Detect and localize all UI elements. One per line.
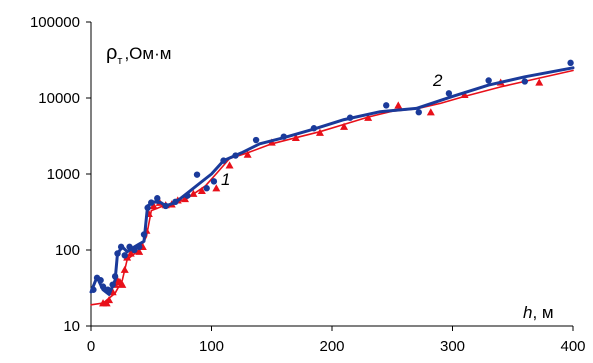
series-2-point [252, 136, 260, 144]
y-tick-label: 1000 [47, 166, 80, 183]
series-1-point [315, 128, 324, 136]
y-axis-label: ρт ,Ом·м [106, 42, 171, 67]
plot-area: 10 100 1000 10000 100000 0 100 200 300 400 [30, 14, 586, 355]
series-2-point [136, 243, 143, 251]
series-1-point [197, 186, 206, 195]
series-1-point [180, 194, 189, 203]
series-2-point [114, 250, 121, 257]
y-tick-label: 100 [55, 242, 80, 259]
series-2-point [126, 243, 133, 251]
series-1-point [394, 101, 403, 109]
series-2-point [140, 231, 148, 238]
ticks: 10 100 1000 10000 100000 0 100 200 300 400 [30, 14, 586, 355]
series-2-point [99, 283, 107, 290]
series-1-point [149, 201, 158, 210]
series-1-point [120, 265, 129, 273]
series-2-point [383, 102, 390, 109]
series-1-point [243, 150, 252, 158]
series-1-point [460, 90, 469, 99]
series-1-point [212, 184, 221, 192]
series-2-point [415, 109, 422, 116]
series-2-point [280, 133, 287, 140]
series-2-point [148, 199, 155, 206]
series-1-point [105, 295, 114, 304]
series-2-point [90, 286, 97, 293]
series-label-2: 2 [432, 71, 443, 90]
series-1-point [291, 133, 300, 141]
series-1-point [535, 78, 544, 86]
series-1-point [364, 113, 373, 121]
x-tick-label: 200 [319, 338, 344, 355]
y-tick-label: 10000 [38, 90, 80, 107]
series-2-point [485, 77, 492, 84]
series-2-point [521, 78, 528, 85]
series-1 [90, 69, 574, 307]
series-2-point [162, 202, 169, 210]
series-2-point [131, 246, 138, 254]
x-tick-label: 100 [199, 338, 224, 355]
series-2-point [144, 204, 151, 211]
series-2-point [104, 286, 112, 293]
series-1-point [426, 108, 435, 116]
series-label-1: 1 [221, 170, 230, 189]
x-axis-label: h, м [523, 303, 554, 322]
series-2-point [310, 125, 318, 132]
series-layer [89, 59, 575, 307]
series-2-point [172, 198, 179, 206]
series-2-point [184, 192, 191, 199]
series-2-point [117, 243, 125, 251]
y-tick-label: 10 [63, 318, 80, 335]
y-axis-label-unit: ,Ом·м [124, 44, 171, 63]
series-2-line [89, 66, 575, 296]
series-2-point [232, 152, 239, 159]
series-2-point [567, 59, 574, 67]
series-1-point [340, 122, 349, 130]
series-2-point [203, 185, 210, 192]
series-2 [89, 59, 575, 296]
y-axis-label-symbol: ρ [106, 42, 117, 64]
y-tick-label: 100000 [30, 14, 80, 31]
x-axis-label-var: h [523, 303, 532, 322]
series-1-point [118, 280, 127, 288]
series-2-point [154, 195, 161, 202]
series-1-point [135, 247, 144, 255]
x-axis-label-unit: , м [532, 303, 553, 322]
series-2-point [445, 90, 453, 97]
x-tick-label: 400 [560, 338, 585, 355]
x-tick-label: 0 [87, 338, 95, 355]
series-2-point [220, 157, 227, 164]
x-tick-label: 300 [440, 338, 465, 355]
series-2-point [121, 252, 128, 259]
series-2-point [111, 273, 119, 280]
series-2-point [193, 171, 201, 178]
series-1-point [189, 189, 198, 197]
series-1-line [90, 69, 574, 306]
series-2-point [97, 277, 104, 284]
series-2-point [210, 178, 218, 185]
series-2-point [346, 114, 354, 121]
series-2-point [109, 281, 116, 288]
y-axis-label-subscript: т [117, 55, 122, 67]
series-1-point [225, 161, 234, 169]
